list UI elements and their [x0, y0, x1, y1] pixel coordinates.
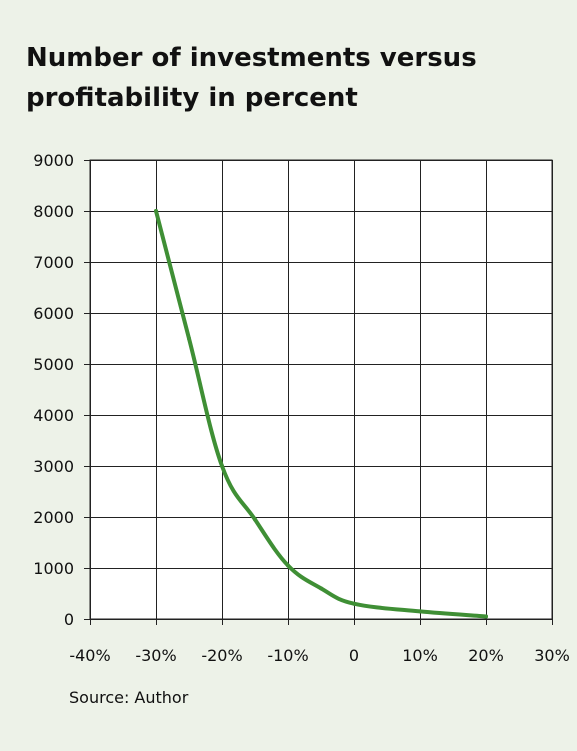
- y-tick-label: 5000: [33, 355, 74, 374]
- source-note: Source: Author: [69, 688, 189, 707]
- data-point: [352, 601, 356, 606]
- x-tick-label: 30%: [534, 646, 570, 665]
- x-tick-label: -30%: [135, 646, 176, 665]
- x-tick-label: 0: [349, 646, 359, 665]
- x-tick-label: -20%: [201, 646, 242, 665]
- grid-lines: [84, 160, 553, 625]
- y-tick-label: 6000: [33, 304, 74, 323]
- data-point: [484, 614, 488, 619]
- line-chart: 0 1000 2000 3000 4000 5000 6000 7000 8000 9000 -4…: [33, 151, 570, 665]
- chart-title: Number of investments versus profitabili…: [26, 43, 477, 113]
- y-tick-label: 3000: [33, 457, 74, 476]
- y-axis-ticks: 0 1000 2000 3000 4000 5000 6000 7000 8000 9000: [33, 151, 74, 629]
- data-point: [286, 563, 290, 568]
- x-tick-label: 20%: [468, 646, 504, 665]
- x-tick-label: -40%: [69, 646, 110, 665]
- data-point: [418, 609, 422, 614]
- x-tick-label: 10%: [402, 646, 438, 665]
- y-tick-label: 8000: [33, 202, 74, 221]
- y-tick-label: 1000: [33, 559, 74, 578]
- series-line: [154, 209, 488, 619]
- y-tick-label: 0: [64, 610, 74, 629]
- data-point: [220, 464, 224, 468]
- data-point: [187, 336, 191, 341]
- data-point: [253, 517, 257, 522]
- data-point: [154, 209, 158, 213]
- y-tick-label: 2000: [33, 508, 74, 527]
- y-tick-label: 9000: [33, 151, 74, 170]
- plot-area: [89, 159, 553, 620]
- x-axis-ticks: -40% -30% -20% -10% 0 10% 20% 30%: [69, 646, 569, 665]
- y-tick-label: 4000: [33, 406, 74, 425]
- data-point: [319, 586, 323, 591]
- x-tick-label: -10%: [267, 646, 308, 665]
- y-tick-label: 7000: [33, 253, 74, 272]
